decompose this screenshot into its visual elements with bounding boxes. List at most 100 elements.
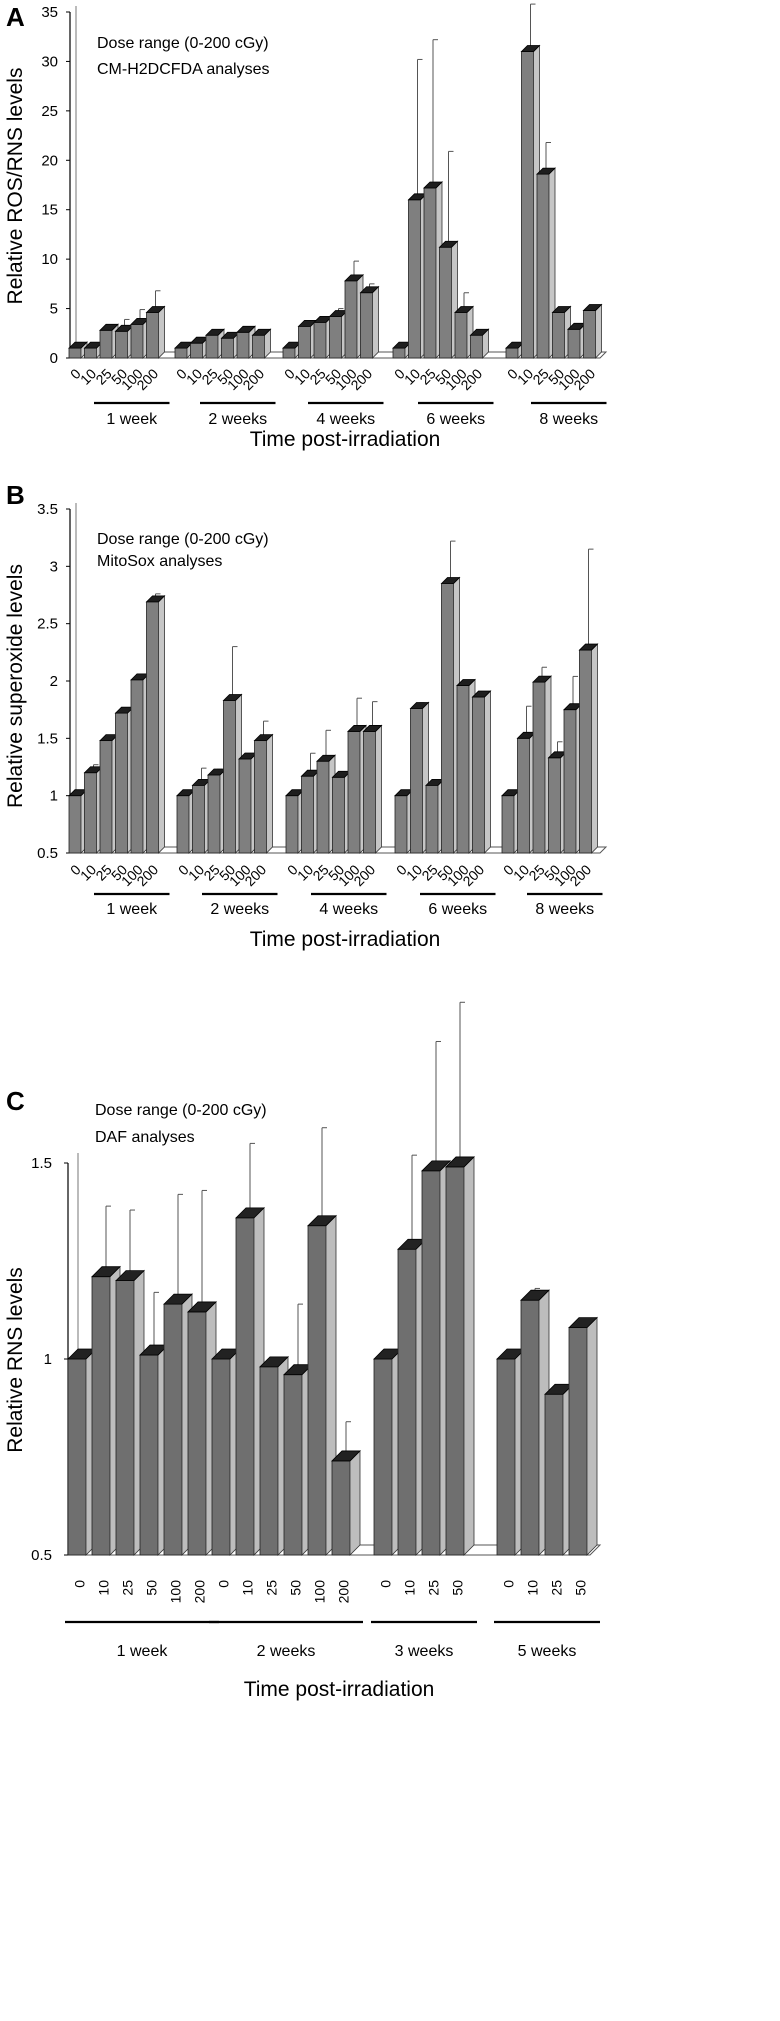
bar [282, 347, 296, 359]
bar [397, 1248, 417, 1556]
bar [360, 292, 373, 359]
bar-top [236, 325, 256, 333]
x-tick-label: 100 [312, 1580, 328, 1604]
bar-top [551, 306, 572, 313]
x-axis-title: Time post-irradiation [244, 1678, 435, 1701]
bar-top [445, 1156, 475, 1168]
y-tick-label: 1.5 [31, 1155, 52, 1172]
y-tick-label: 0.5 [31, 1547, 52, 1564]
y-tick-label: 0 [50, 350, 58, 367]
bar [115, 1280, 135, 1556]
bar [130, 679, 144, 854]
bar-side [158, 594, 165, 854]
bar [235, 1217, 255, 1556]
bar-top [91, 1266, 121, 1278]
bar [99, 329, 113, 359]
bar-top [99, 323, 119, 331]
bar [536, 173, 550, 359]
bar-top [115, 1270, 145, 1281]
bar [190, 342, 203, 359]
x-tick-label: 25 [549, 1580, 565, 1596]
bar [221, 337, 234, 359]
x-tick-label: 0 [378, 1580, 394, 1588]
bar [344, 280, 358, 359]
x-tick-label: 10 [240, 1580, 256, 1596]
bar-top [347, 725, 367, 732]
bar-side [595, 303, 602, 359]
y-tick-label: 25 [41, 103, 58, 120]
x-tick-label: 10 [96, 1580, 112, 1596]
group-label: 1 week [106, 901, 158, 918]
bar [363, 731, 376, 854]
group-label: 1 week [106, 411, 158, 428]
bar [163, 1303, 183, 1556]
bar [67, 1358, 87, 1556]
bar-top [359, 286, 380, 294]
bar [552, 312, 565, 359]
bar [99, 740, 113, 854]
bar-top [471, 690, 492, 698]
y-tick-label: 2.5 [37, 616, 58, 633]
bar [439, 246, 452, 359]
x-axis-title: Time post-irradiation [250, 428, 441, 451]
group-label: 3 weeks [395, 1643, 454, 1660]
y-axis-title: Relative RNS levels [4, 1267, 27, 1453]
bar [496, 1358, 516, 1556]
bar-top [362, 725, 383, 732]
bar [347, 731, 361, 854]
x-tick-label: 50 [288, 1580, 304, 1596]
bar-group: 0 10 25 50 5 weeks [494, 1287, 600, 1660]
x-tick-label: 10 [525, 1580, 541, 1596]
bar [252, 334, 265, 359]
bar [115, 330, 128, 359]
bar [472, 696, 485, 854]
bar [316, 760, 330, 854]
y-axis-title: Relative superoxide levels [4, 564, 27, 808]
x-tick-label: 25 [264, 1580, 280, 1596]
bar [532, 681, 546, 854]
group-label: 6 weeks [426, 411, 485, 428]
bar-top [532, 675, 552, 683]
y-tick-label: 5 [50, 301, 58, 318]
bar-top [438, 240, 459, 248]
bar-top [307, 1215, 337, 1227]
x-axis-title: Time post-irradiation [250, 928, 441, 951]
group-label: 8 weeks [535, 901, 594, 918]
bar-side [375, 724, 382, 854]
y-tick-label: 1 [44, 1351, 52, 1368]
y-tick-label: 20 [41, 152, 58, 169]
bar-group: 0 10 25 50 3 weeks [371, 1001, 477, 1660]
bar [301, 775, 314, 854]
y-tick-label: 1 [50, 788, 58, 805]
annotation-assay: MitoSox analyses [97, 553, 222, 570]
bar [91, 1276, 111, 1556]
bar [520, 1299, 540, 1556]
bar [84, 347, 97, 359]
bar [410, 708, 423, 854]
x-tick-label: 0 [72, 1580, 88, 1588]
bar [236, 331, 250, 359]
group-label: 2 weeks [210, 901, 269, 918]
bar-top [163, 1293, 193, 1305]
bar-side [349, 1449, 361, 1556]
bar [583, 310, 596, 359]
x-tick-label: 25 [426, 1580, 442, 1596]
y-tick-label: 2 [50, 673, 58, 690]
x-tick-label: 50 [144, 1580, 160, 1596]
group-label: 2 weeks [257, 1643, 316, 1660]
annotation-assay: DAF analyses [95, 1129, 195, 1146]
group-label: 4 weeks [316, 411, 375, 428]
bar-top [235, 1207, 265, 1219]
bar-top [520, 45, 541, 52]
y-tick-label: 1.5 [37, 730, 58, 747]
bar-top [536, 167, 556, 175]
bar [285, 795, 299, 854]
bar [115, 712, 128, 854]
bar-top [145, 595, 166, 603]
bar [501, 795, 515, 854]
bar [130, 323, 144, 359]
x-tick-label: 50 [450, 1580, 466, 1596]
